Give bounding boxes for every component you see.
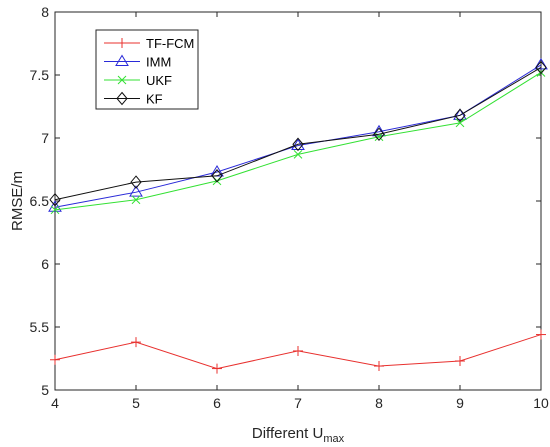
series-tf-fcm xyxy=(50,329,546,374)
x-tick-label: 10 xyxy=(533,395,549,411)
legend-item-imm: IMM xyxy=(104,55,171,70)
data-point-kf xyxy=(49,192,61,207)
x-tick-label: 6 xyxy=(213,395,221,411)
data-point-kf xyxy=(292,137,304,152)
series-line-kf xyxy=(54,67,542,201)
data-point-tf-fcm xyxy=(131,337,141,348)
legend-item-tf-fcm: TF-FCM xyxy=(104,36,194,51)
legend-label: KF xyxy=(146,92,163,107)
legend-item-ukf: UKF xyxy=(104,73,172,88)
data-point-kf xyxy=(373,127,385,142)
x-tick-label: 5 xyxy=(132,395,140,411)
y-tick-label: 7.5 xyxy=(30,67,50,83)
x-tick-label: 9 xyxy=(456,395,464,411)
data-point-kf xyxy=(454,108,466,123)
y-tick-label: 6.5 xyxy=(30,193,50,209)
legend-label: TF-FCM xyxy=(146,36,194,51)
data-point-ukf xyxy=(50,205,60,215)
data-point-tf-fcm xyxy=(212,363,222,374)
data-point-imm xyxy=(453,108,467,120)
x-tick-label: 7 xyxy=(294,395,302,411)
data-point-kf xyxy=(211,169,223,183)
x-axis-label-subscript: max xyxy=(323,433,344,445)
data-point-ukf xyxy=(293,150,303,159)
data-point-tf-fcm xyxy=(374,361,384,372)
x-axis-label: Different Umax xyxy=(252,425,345,445)
legend-marker xyxy=(117,38,127,48)
legend: TF-FCM IMM UKF KF xyxy=(95,29,199,110)
legend-item-kf: KF xyxy=(104,92,163,107)
data-point-imm xyxy=(534,57,548,70)
legend-marker xyxy=(117,75,127,85)
data-point-tf-fcm xyxy=(50,354,60,365)
data-point-tf-fcm xyxy=(536,329,546,340)
y-tick-label: 6 xyxy=(41,256,49,272)
legend-label: UKF xyxy=(146,73,172,88)
data-point-imm xyxy=(129,185,143,197)
y-tick-label: 5 xyxy=(41,382,49,398)
data-point-tf-fcm xyxy=(455,356,465,367)
legend-marker xyxy=(116,91,128,106)
data-point-ukf xyxy=(131,195,141,205)
legend-label: IMM xyxy=(146,55,171,70)
legend-marker xyxy=(115,54,129,66)
data-point-kf xyxy=(130,175,142,189)
series-kf xyxy=(49,60,547,207)
data-point-ukf xyxy=(455,118,465,128)
data-point-tf-fcm xyxy=(293,345,303,356)
y-tick-label: 7 xyxy=(41,130,49,146)
x-tick-label: 8 xyxy=(375,395,383,411)
y-tick-label: 5.5 xyxy=(30,319,50,335)
legend-box xyxy=(95,29,199,110)
y-tick-label: 8 xyxy=(41,4,49,20)
x-axis-label-main: Different U xyxy=(252,425,323,442)
y-axis-label: RMSE/m xyxy=(9,171,26,231)
data-point-kf xyxy=(535,60,547,75)
series-layer xyxy=(48,57,548,374)
data-point-imm xyxy=(372,124,386,137)
x-tick-label: 4 xyxy=(51,395,59,411)
